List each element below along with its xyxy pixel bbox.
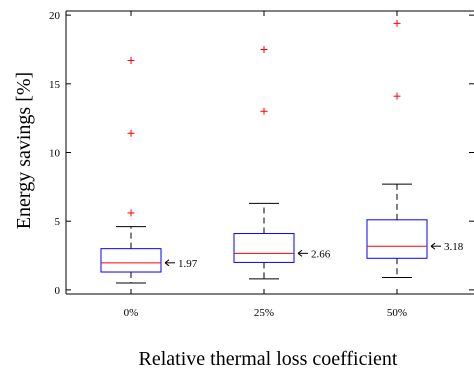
- median-arrow-head: [297, 249, 303, 257]
- y-tick-label: 15: [49, 79, 61, 91]
- outlier-marker: [127, 56, 135, 64]
- y-tick-label: 0: [55, 285, 61, 297]
- x-axis-label: Relative thermal loss coefficient: [139, 348, 398, 370]
- outlier-marker: [127, 209, 135, 217]
- median-arrow-head: [430, 242, 436, 250]
- chart-labels: Relative thermal loss coefficient Energy…: [13, 72, 398, 370]
- median-label: 2.66: [311, 248, 331, 260]
- median-label: 3.18: [444, 241, 464, 253]
- median-label: 1.97: [178, 258, 198, 270]
- box-plot-marks: 1.97 2.66 3.18: [100, 19, 464, 284]
- y-tick-label: 20: [49, 10, 61, 22]
- box-body: [233, 233, 295, 263]
- outlier-marker: [393, 92, 401, 100]
- box-body: [366, 219, 428, 259]
- x-tick-label: 25%: [254, 307, 274, 319]
- x-tick-label: 50%: [387, 307, 407, 319]
- box-2: 2.66: [233, 45, 331, 280]
- x-tick-label: 0%: [124, 307, 139, 319]
- outlier-marker: [260, 107, 268, 115]
- outlier-marker: [127, 129, 135, 137]
- y-axis-label: Energy savings [%]: [13, 72, 35, 229]
- y-tick-label: 5: [55, 216, 61, 228]
- plot-area: 0 5 10 15 20 0% 25% 50%: [49, 10, 474, 319]
- box-1: 1.97: [100, 56, 198, 284]
- y-tick-label: 10: [49, 148, 61, 160]
- outlier-marker: [260, 45, 268, 53]
- outlier-marker: [393, 19, 401, 27]
- box-3: 3.18: [366, 19, 464, 279]
- box-body: [100, 248, 162, 273]
- median-arrow-head: [164, 259, 170, 267]
